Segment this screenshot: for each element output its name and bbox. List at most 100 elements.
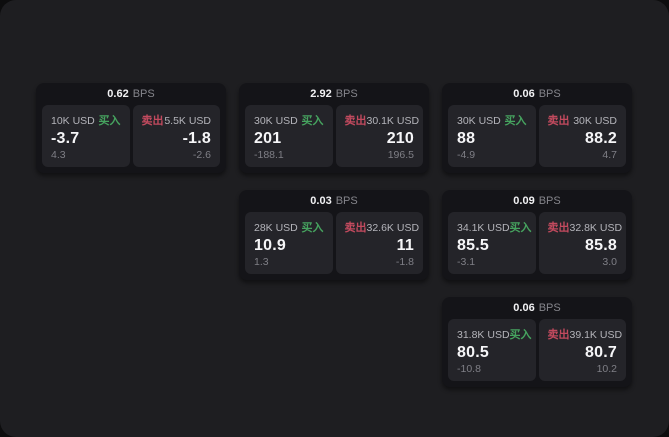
quote-card: 0.09 BPS 34.1K USD 买入 85.5 -3.1 卖出 32.8K… (442, 190, 632, 280)
sell-sub-value: -2.6 (192, 148, 211, 161)
buy-side-label: 买入 (509, 329, 532, 341)
buy-price-value: 88 (457, 129, 476, 147)
sell-label-row: 卖出 32.8K USD (547, 219, 623, 235)
buy-side-label: 买入 (98, 115, 121, 127)
buy-label-row: 10K USD 买入 (51, 112, 121, 128)
quote-card: 0.06 BPS 31.8K USD 买入 80.5 -10.8 卖出 39.1… (442, 297, 632, 387)
buy-amount-label: 28K USD (254, 222, 298, 234)
quote-panels: 30K USD 买入 88 -4.9 卖出 30K USD 88.2 4.7 (442, 105, 632, 173)
quote-panels: 34.1K USD 买入 85.5 -3.1 卖出 32.8K USD 85.8… (442, 212, 632, 280)
bps-value: 0.62 (107, 88, 129, 100)
buy-side-label: 买入 (301, 115, 324, 127)
bps-value: 0.09 (513, 195, 535, 207)
sell-label-row: 卖出 32.6K USD (344, 219, 420, 235)
buy-price-value: 80.5 (457, 343, 489, 361)
buy-quote-panel[interactable]: 28K USD 买入 10.9 1.3 (245, 212, 333, 274)
buy-quote-panel[interactable]: 31.8K USD 买入 80.5 -10.8 (448, 319, 536, 381)
buy-price-value: 10.9 (254, 236, 286, 254)
card-header: 0.06 BPS (442, 297, 632, 319)
sell-label-row: 卖出 30K USD (548, 112, 618, 128)
bps-unit-label: BPS (335, 195, 358, 207)
sell-price-value: 210 (386, 129, 414, 147)
buy-side-label: 买入 (504, 115, 527, 127)
sell-sub-value: 196.5 (387, 148, 414, 161)
sell-amount-label: 30.1K USD (366, 115, 420, 127)
quote-card: 2.92 BPS 30K USD 买入 201 -188.1 卖出 30.1K … (239, 83, 429, 173)
buy-quote-panel[interactable]: 30K USD 买入 201 -188.1 (245, 105, 333, 167)
buy-label-row: 31.8K USD 买入 (457, 326, 532, 342)
sell-quote-panel[interactable]: 卖出 30.1K USD 210 196.5 (335, 105, 423, 167)
sell-quote-panel[interactable]: 卖出 32.6K USD 11 -1.8 (335, 212, 423, 274)
quote-panels: 30K USD 买入 201 -188.1 卖出 30.1K USD 210 1… (239, 105, 429, 173)
sell-quote-panel[interactable]: 卖出 32.8K USD 85.8 3.0 (538, 212, 626, 274)
card-header: 0.03 BPS (239, 190, 429, 212)
buy-quote-panel[interactable]: 10K USD 买入 -3.7 4.3 (42, 105, 130, 167)
card-header: 2.92 BPS (239, 83, 429, 105)
sell-amount-label: 32.8K USD (569, 222, 623, 234)
bps-unit-label: BPS (538, 88, 561, 100)
buy-amount-label: 34.1K USD (457, 222, 510, 234)
sell-amount-label: 39.1K USD (569, 329, 623, 341)
quote-card: 0.06 BPS 30K USD 买入 88 -4.9 卖出 30K USD 8… (442, 83, 632, 173)
buy-amount-label: 10K USD (51, 115, 95, 127)
buy-sub-value: -188.1 (254, 148, 284, 161)
buy-amount-label: 30K USD (254, 115, 298, 127)
buy-label-row: 30K USD 买入 (254, 112, 324, 128)
buy-label-row: 34.1K USD 买入 (457, 219, 532, 235)
sell-quote-panel[interactable]: 卖出 5.5K USD -1.8 -2.6 (132, 105, 220, 167)
sell-price-value: 85.8 (585, 236, 617, 254)
bps-unit-label: BPS (538, 302, 561, 314)
buy-side-label: 买入 (509, 222, 532, 234)
bps-value: 0.06 (513, 302, 535, 314)
sell-sub-value: 4.7 (602, 148, 617, 161)
bps-unit-label: BPS (538, 195, 561, 207)
sell-side-label: 卖出 (547, 115, 570, 127)
sell-price-value: 88.2 (585, 129, 617, 147)
sell-side-label: 卖出 (344, 222, 367, 234)
buy-price-value: 85.5 (457, 236, 489, 254)
bps-unit-label: BPS (335, 88, 358, 100)
card-header: 0.09 BPS (442, 190, 632, 212)
quote-panels: 31.8K USD 买入 80.5 -10.8 卖出 39.1K USD 80.… (442, 319, 632, 387)
sell-label-row: 卖出 39.1K USD (548, 326, 623, 342)
buy-price-value: 201 (254, 129, 282, 147)
sell-sub-value: -1.8 (395, 255, 414, 268)
sell-side-label: 卖出 (141, 115, 164, 127)
buy-price-value: -3.7 (51, 129, 80, 147)
sell-side-label: 卖出 (344, 115, 367, 127)
quote-card: 0.62 BPS 10K USD 买入 -3.7 4.3 卖出 5.5K USD… (36, 83, 226, 173)
sell-sub-value: 3.0 (602, 255, 617, 268)
sell-price-value: -1.8 (182, 129, 211, 147)
bps-unit-label: BPS (132, 88, 155, 100)
sell-side-label: 卖出 (547, 222, 570, 234)
quote-panels: 10K USD 买入 -3.7 4.3 卖出 5.5K USD -1.8 -2.… (36, 105, 226, 173)
buy-side-label: 买入 (301, 222, 324, 234)
quote-grid: 0.62 BPS 10K USD 买入 -3.7 4.3 卖出 5.5K USD… (36, 83, 632, 387)
sell-label-row: 卖出 5.5K USD (142, 112, 212, 128)
buy-quote-panel[interactable]: 30K USD 买入 88 -4.9 (448, 105, 536, 167)
sell-sub-value: 10.2 (596, 362, 617, 375)
sell-price-value: 11 (396, 236, 414, 254)
buy-sub-value: 1.3 (254, 255, 269, 268)
quote-panels: 28K USD 买入 10.9 1.3 卖出 32.6K USD 11 -1.8 (239, 212, 429, 280)
buy-label-row: 30K USD 买入 (457, 112, 527, 128)
buy-sub-value: -4.9 (457, 148, 476, 161)
sell-price-value: 80.7 (585, 343, 617, 361)
buy-amount-label: 31.8K USD (457, 329, 510, 341)
buy-sub-value: 4.3 (51, 148, 66, 161)
buy-sub-value: -3.1 (457, 255, 476, 268)
sell-quote-panel[interactable]: 卖出 39.1K USD 80.7 10.2 (538, 319, 626, 381)
sell-label-row: 卖出 30.1K USD (344, 112, 420, 128)
card-header: 0.62 BPS (36, 83, 226, 105)
bps-value: 2.92 (310, 88, 332, 100)
sell-amount-label: 5.5K USD (164, 115, 211, 127)
sell-amount-label: 32.6K USD (366, 222, 420, 234)
buy-amount-label: 30K USD (457, 115, 501, 127)
buy-sub-value: -10.8 (457, 362, 481, 375)
quote-card: 0.03 BPS 28K USD 买入 10.9 1.3 卖出 32.6K US… (239, 190, 429, 280)
sell-quote-panel[interactable]: 卖出 30K USD 88.2 4.7 (538, 105, 626, 167)
buy-label-row: 28K USD 买入 (254, 219, 324, 235)
buy-quote-panel[interactable]: 34.1K USD 买入 85.5 -3.1 (448, 212, 536, 274)
